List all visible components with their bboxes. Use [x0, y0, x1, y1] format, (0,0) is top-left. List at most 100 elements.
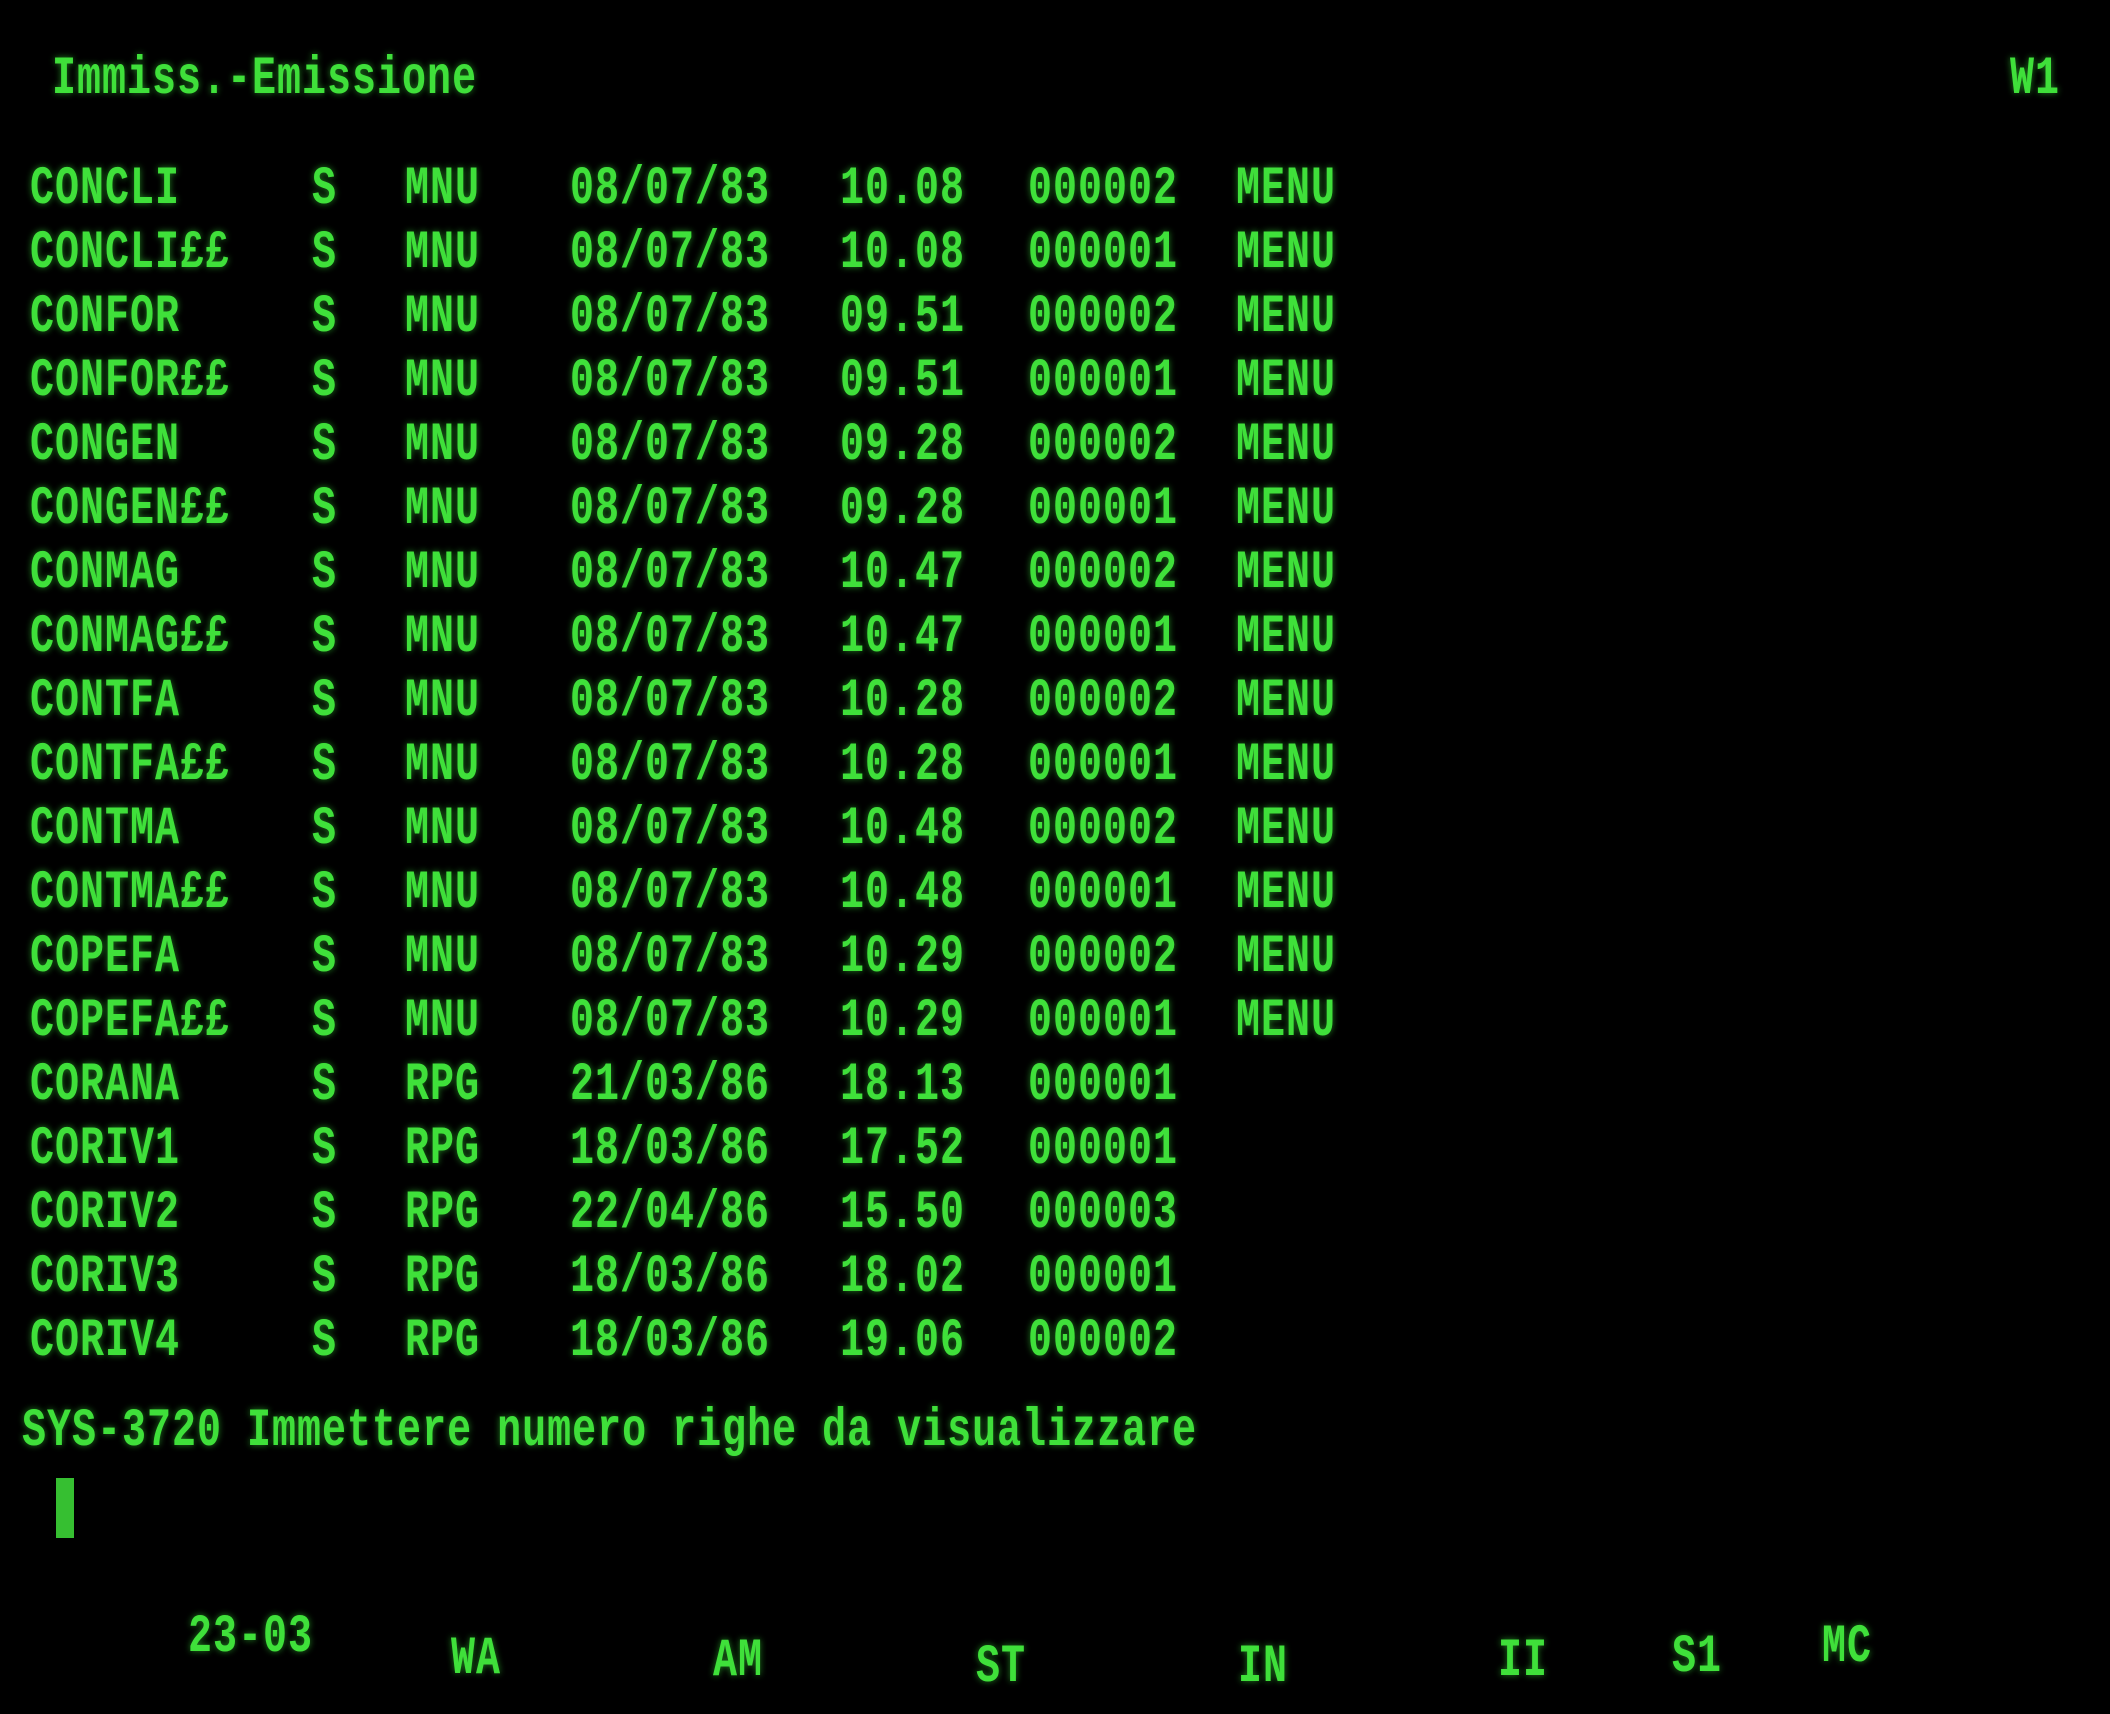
- object-type: MNU: [405, 480, 481, 541]
- object-time: 10.28: [840, 736, 966, 797]
- object-date: 08/07/83: [570, 864, 771, 925]
- object-attribute: S: [312, 1120, 338, 1181]
- object-name: CONFOR: [30, 288, 181, 349]
- object-name: CONTMA: [30, 800, 181, 861]
- object-count: 000002: [1028, 1312, 1179, 1373]
- object-date: 08/07/83: [570, 992, 771, 1053]
- object-name: CORANA: [30, 1056, 181, 1117]
- object-text: MENU: [1236, 736, 1337, 797]
- object-count: 000002: [1028, 928, 1179, 989]
- object-text: MENU: [1236, 800, 1337, 861]
- object-count: 000002: [1028, 160, 1179, 221]
- system-message: SYS-3720 Immettere numero righe da visua…: [22, 1402, 1198, 1463]
- object-type: MNU: [405, 992, 481, 1053]
- object-count: 000002: [1028, 416, 1179, 477]
- object-name: CONCLI££: [30, 224, 231, 285]
- object-type: RPG: [405, 1312, 481, 1373]
- object-type: MNU: [405, 160, 481, 221]
- object-text: MENU: [1236, 928, 1337, 989]
- object-attribute: S: [312, 288, 338, 349]
- object-date: 08/07/83: [570, 608, 771, 669]
- object-time: 10.48: [840, 800, 966, 861]
- object-attribute: S: [312, 992, 338, 1053]
- object-date: 08/07/83: [570, 160, 771, 221]
- object-time: 10.47: [840, 608, 966, 669]
- object-attribute: S: [312, 608, 338, 669]
- object-time: 09.51: [840, 352, 966, 413]
- object-attribute: S: [312, 352, 338, 413]
- status-indicator: ST: [976, 1638, 1027, 1699]
- object-time: 10.29: [840, 992, 966, 1053]
- status-date: 23-03: [188, 1608, 314, 1669]
- object-name: CONCLI: [30, 160, 181, 221]
- object-type: MNU: [405, 800, 481, 861]
- object-attribute: S: [312, 1248, 338, 1309]
- object-time: 10.08: [840, 160, 966, 221]
- object-count: 000001: [1028, 864, 1179, 925]
- object-date: 08/07/83: [570, 288, 771, 349]
- object-text: MENU: [1236, 288, 1337, 349]
- object-name: CORIV1: [30, 1120, 181, 1181]
- object-type: RPG: [405, 1120, 481, 1181]
- object-name: CONMAG: [30, 544, 181, 605]
- object-text: MENU: [1236, 608, 1337, 669]
- object-attribute: S: [312, 160, 338, 221]
- object-count: 000001: [1028, 224, 1179, 285]
- object-text: MENU: [1236, 672, 1337, 733]
- object-time: 09.51: [840, 288, 966, 349]
- object-time: 10.28: [840, 672, 966, 733]
- object-date: 21/03/86: [570, 1056, 771, 1117]
- object-name: CONTFA: [30, 672, 181, 733]
- object-name: CONMAG££: [30, 608, 231, 669]
- object-date: 18/03/86: [570, 1312, 771, 1373]
- object-time: 10.29: [840, 928, 966, 989]
- object-count: 000001: [1028, 1056, 1179, 1117]
- object-text: MENU: [1236, 480, 1337, 541]
- object-type: RPG: [405, 1056, 481, 1117]
- object-type: MNU: [405, 736, 481, 797]
- object-date: 22/04/86: [570, 1184, 771, 1245]
- status-indicator: MC: [1822, 1618, 1873, 1679]
- status-indicator: WA: [451, 1630, 502, 1691]
- object-count: 000002: [1028, 672, 1179, 733]
- object-count: 000001: [1028, 1248, 1179, 1309]
- object-text: MENU: [1236, 160, 1337, 221]
- object-attribute: S: [312, 736, 338, 797]
- object-attribute: S: [312, 1056, 338, 1117]
- object-name: CONFOR££: [30, 352, 231, 413]
- object-attribute: S: [312, 928, 338, 989]
- object-count: 000001: [1028, 480, 1179, 541]
- object-attribute: S: [312, 672, 338, 733]
- object-name: COPEFA: [30, 928, 181, 989]
- object-type: MNU: [405, 352, 481, 413]
- workstation-id: W1: [2010, 50, 2061, 111]
- object-type: MNU: [405, 224, 481, 285]
- object-date: 08/07/83: [570, 800, 771, 861]
- status-indicator: AM: [713, 1632, 764, 1693]
- object-text: MENU: [1236, 416, 1337, 477]
- object-date: 08/07/83: [570, 672, 771, 733]
- object-name: CONGEN££: [30, 480, 231, 541]
- object-attribute: S: [312, 544, 338, 605]
- object-date: 08/07/83: [570, 352, 771, 413]
- object-attribute: S: [312, 480, 338, 541]
- object-date: 08/07/83: [570, 480, 771, 541]
- object-type: MNU: [405, 608, 481, 669]
- object-time: 10.48: [840, 864, 966, 925]
- object-type: RPG: [405, 1184, 481, 1245]
- object-date: 18/03/86: [570, 1248, 771, 1309]
- object-text: MENU: [1236, 544, 1337, 605]
- object-time: 10.47: [840, 544, 966, 605]
- object-count: 000002: [1028, 544, 1179, 605]
- object-time: 18.13: [840, 1056, 966, 1117]
- object-count: 000001: [1028, 608, 1179, 669]
- object-attribute: S: [312, 864, 338, 925]
- object-name: CONGEN: [30, 416, 181, 477]
- object-count: 000001: [1028, 736, 1179, 797]
- object-attribute: S: [312, 1184, 338, 1245]
- input-cursor[interactable]: [56, 1478, 74, 1538]
- object-type: MNU: [405, 544, 481, 605]
- object-text: MENU: [1236, 224, 1337, 285]
- object-attribute: S: [312, 800, 338, 861]
- object-date: 08/07/83: [570, 544, 771, 605]
